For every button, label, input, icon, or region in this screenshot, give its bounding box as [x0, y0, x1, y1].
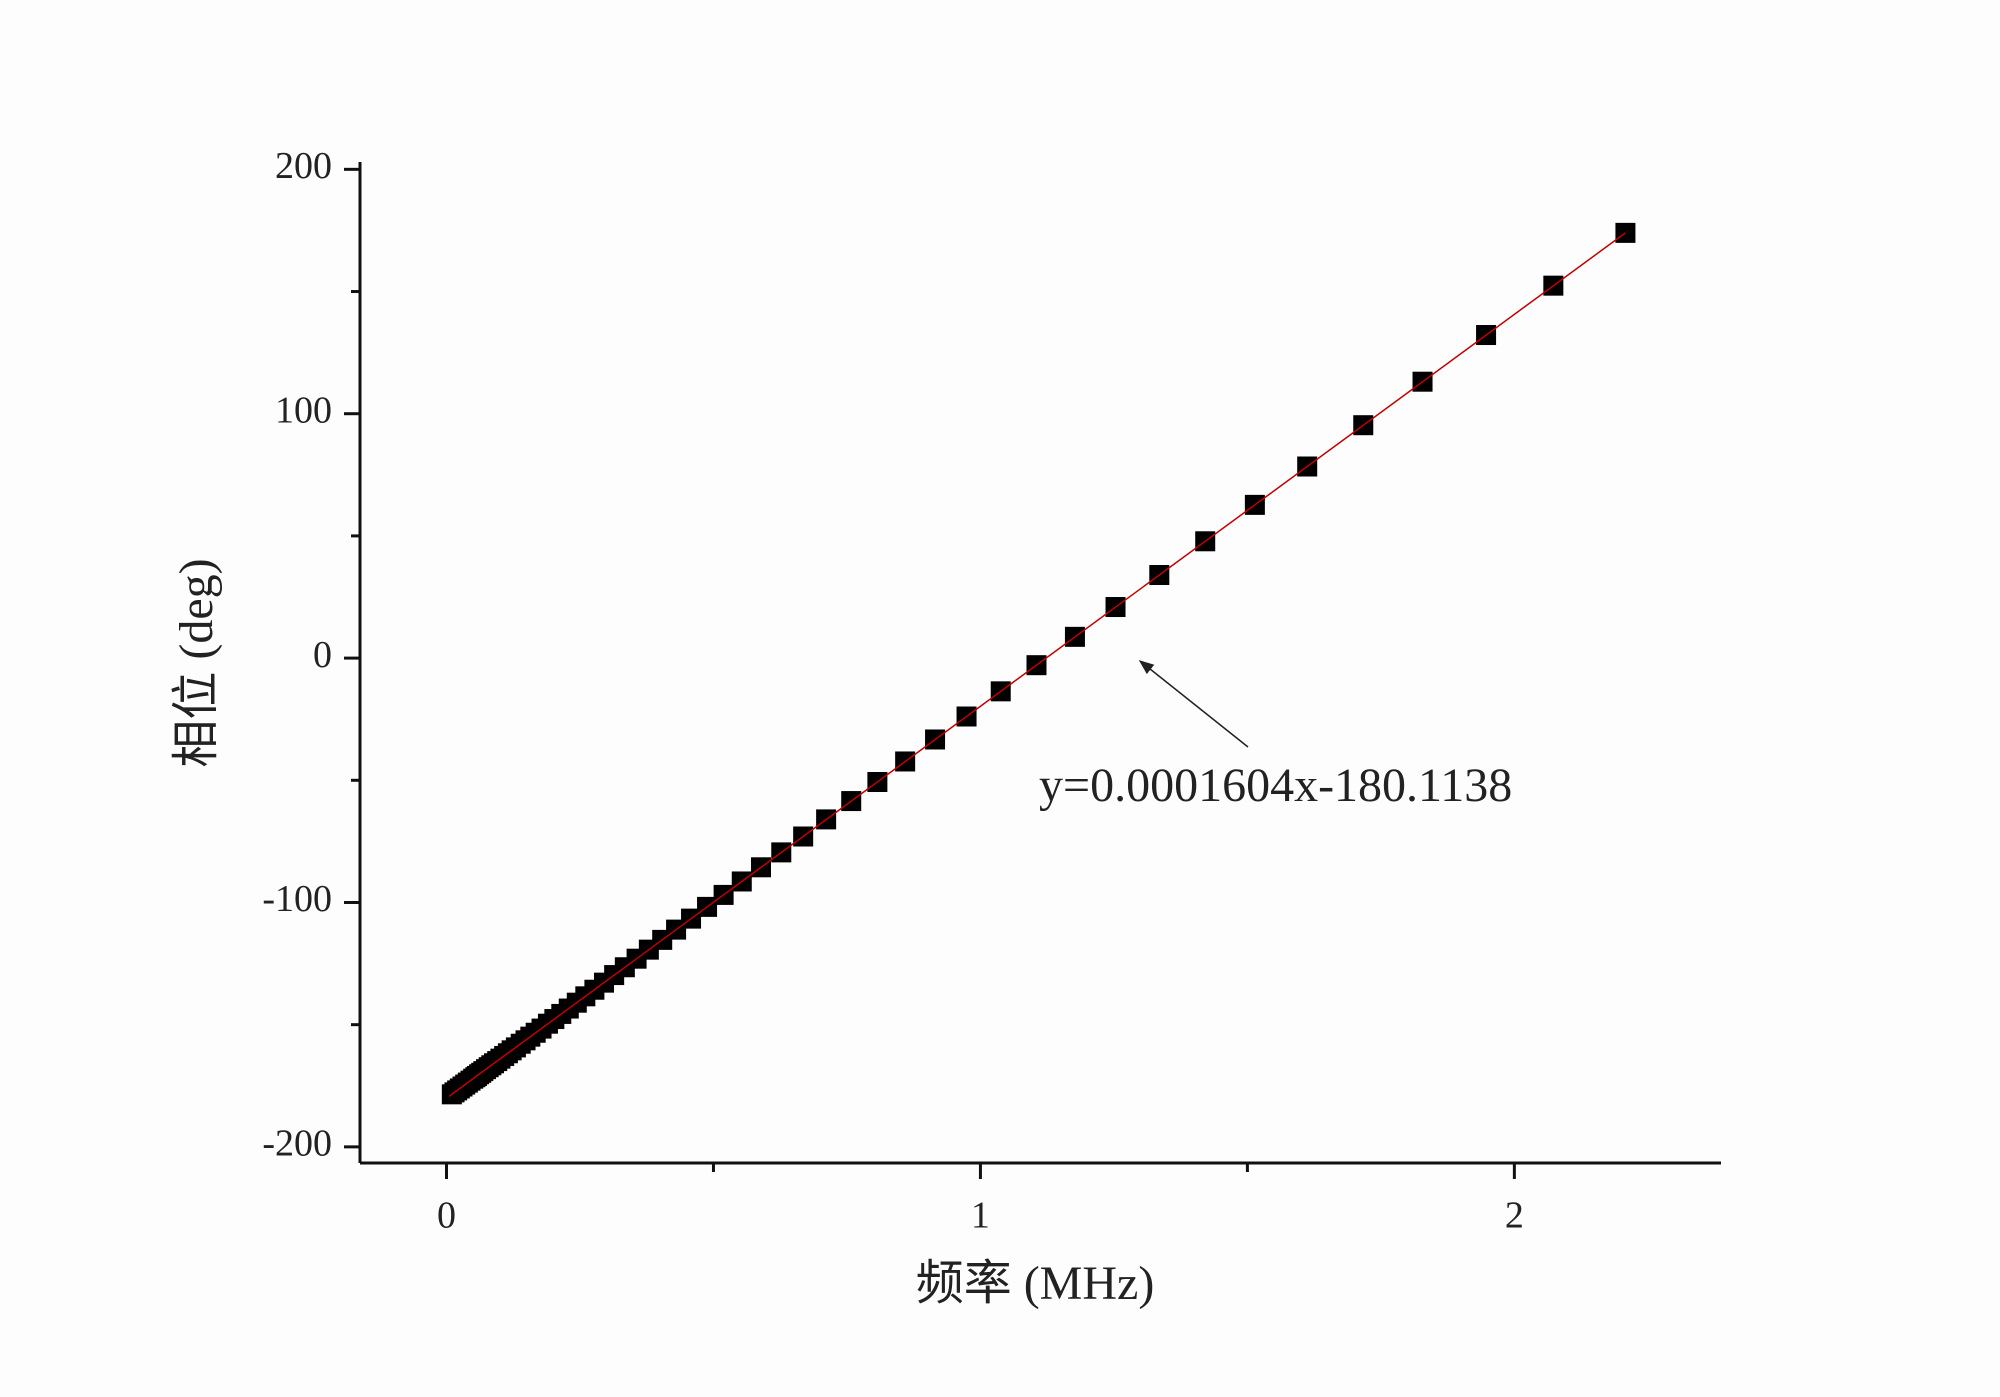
annotation: y=0.0001604x-180.1138 — [1039, 759, 1512, 812]
x-tick-label: 2 — [1505, 1195, 1524, 1237]
fit-line — [448, 232, 1626, 1097]
y-tick-label: -200 — [262, 1123, 332, 1165]
y-tick-label: -100 — [262, 878, 332, 920]
annotation-arrow — [1138, 660, 1249, 748]
y-axis-title: 相位 (deg) — [170, 558, 223, 767]
y-tick-label: 0 — [313, 634, 332, 676]
y-tick-label: 200 — [275, 145, 332, 187]
x-axis-title: 频率 (MHz) — [916, 1257, 1155, 1310]
y-tick-label: 100 — [275, 389, 332, 431]
x-tick-label: 1 — [971, 1195, 990, 1237]
x-tick-label: 0 — [437, 1195, 456, 1237]
